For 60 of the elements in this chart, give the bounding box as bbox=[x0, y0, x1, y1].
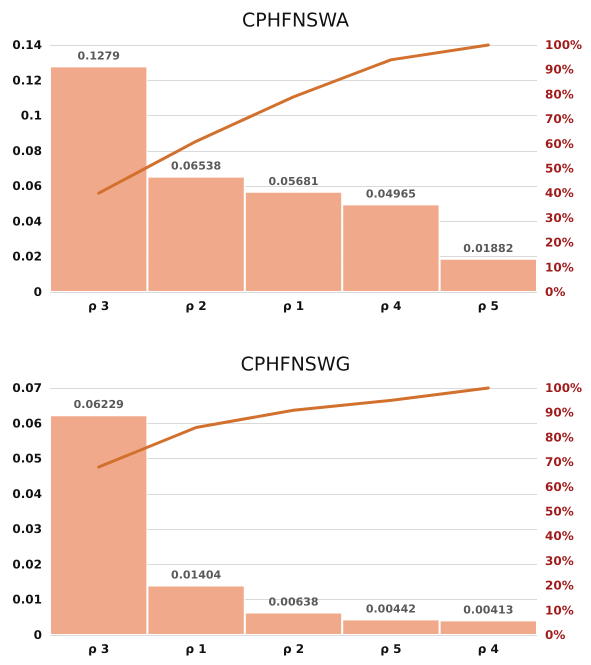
data-label: 0.01404 bbox=[171, 568, 222, 582]
y-tick-label: 0.02 bbox=[12, 557, 42, 572]
x-tick-label: ρ 2 bbox=[282, 642, 304, 656]
y-tick-label: 0.14 bbox=[12, 38, 42, 52]
y2-tick-label: 70% bbox=[545, 455, 574, 470]
x-tick-label: ρ 2 bbox=[186, 299, 207, 313]
y2-tick-label: 0% bbox=[545, 628, 566, 642]
x-tick-label: ρ 3 bbox=[88, 642, 110, 656]
y2-tick-label: 60% bbox=[545, 480, 574, 494]
y-tick-label: 0.01 bbox=[12, 592, 42, 607]
y-tick-label: 0 bbox=[34, 628, 42, 642]
x-tick-label: ρ 5 bbox=[478, 299, 499, 313]
x-tick-label: ρ 3 bbox=[88, 299, 110, 313]
y2-tick-label: 10% bbox=[545, 260, 574, 274]
y-tick-label: 0 bbox=[34, 285, 42, 299]
chart-title: CPHFNSWG bbox=[240, 354, 350, 376]
y2-tick-label: 40% bbox=[545, 529, 574, 544]
y-tick-label: 0.1 bbox=[20, 108, 42, 123]
y-tick-label: 0.07 bbox=[12, 381, 42, 395]
data-label: 0.05681 bbox=[268, 174, 319, 188]
y2-tick-label: 0% bbox=[545, 285, 566, 299]
y2-tick-label: 60% bbox=[545, 136, 574, 151]
y-tick-label: 0.06 bbox=[12, 179, 42, 194]
data-label: 0.00638 bbox=[268, 595, 319, 608]
y2-tick-label: 30% bbox=[545, 210, 574, 225]
chart-title: CPHFNSWA bbox=[242, 10, 349, 32]
x-tick-label: ρ 4 bbox=[380, 299, 402, 313]
y-tick-label: 0.08 bbox=[12, 144, 42, 158]
y2-tick-label: 80% bbox=[545, 430, 574, 444]
y2-tick-label: 80% bbox=[545, 87, 574, 102]
y2-tick-label: 20% bbox=[545, 578, 574, 593]
data-label: 0.01882 bbox=[463, 242, 514, 255]
x-tick-label: ρ 1 bbox=[186, 642, 207, 656]
y-tick-label: 0.05 bbox=[12, 452, 42, 466]
y2-tick-label: 70% bbox=[545, 112, 574, 126]
data-label: 0.04965 bbox=[366, 187, 416, 200]
y-tick-label: 0.06 bbox=[12, 416, 42, 430]
y-tick-label: 0.04 bbox=[12, 486, 42, 501]
y2-tick-label: 50% bbox=[545, 504, 574, 518]
y2-tick-label: 100% bbox=[545, 38, 582, 52]
y2-tick-label: 40% bbox=[545, 186, 574, 200]
data-label: 0.00442 bbox=[366, 602, 416, 616]
data-label: 0.06229 bbox=[74, 398, 124, 412]
y-tick-label: 0.12 bbox=[12, 73, 42, 88]
data-label: 0.06538 bbox=[171, 160, 222, 173]
y2-tick-label: 90% bbox=[545, 406, 574, 420]
y-tick-label: 0.02 bbox=[12, 250, 42, 264]
y2-tick-label: 90% bbox=[545, 62, 574, 77]
data-label: 0.1279 bbox=[77, 49, 120, 62]
x-tick-label: ρ 4 bbox=[478, 642, 499, 656]
y2-tick-label: 100% bbox=[545, 381, 582, 395]
y2-tick-label: 50% bbox=[545, 162, 574, 176]
x-tick-label: ρ 1 bbox=[282, 299, 304, 313]
y2-tick-label: 10% bbox=[545, 603, 574, 618]
data-label: 0.00413 bbox=[463, 603, 514, 616]
y-tick-label: 0.04 bbox=[12, 214, 42, 228]
y2-tick-label: 20% bbox=[545, 236, 574, 250]
y2-tick-label: 30% bbox=[545, 554, 574, 568]
y-tick-label: 0.03 bbox=[12, 522, 42, 536]
x-tick-label: ρ 5 bbox=[380, 642, 402, 656]
